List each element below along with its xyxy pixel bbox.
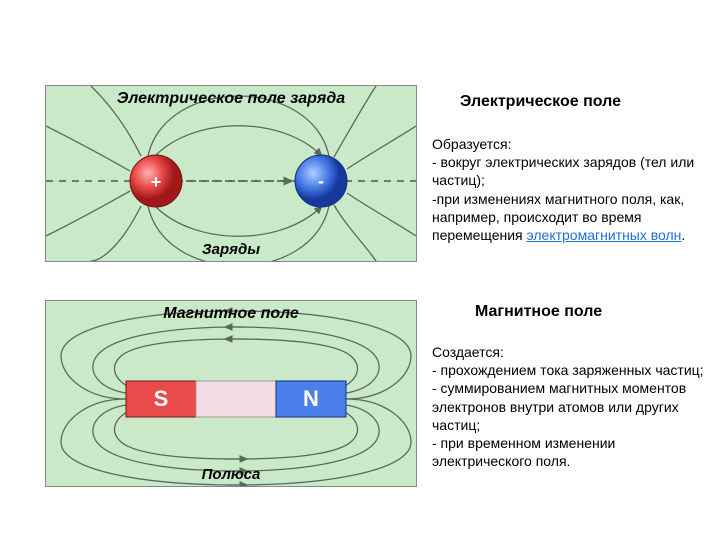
- electric-panel-sub: Заряды: [46, 241, 416, 258]
- em-waves-link[interactable]: электромагнитных волн: [527, 227, 682, 243]
- magnetic-heading: Магнитное поле: [475, 303, 635, 321]
- electric-tail: .: [681, 227, 685, 243]
- magnetic-lead: Создается:: [432, 344, 504, 360]
- magnetic-panel-title: Магнитное поле: [46, 305, 416, 323]
- neg-charge-label: -: [318, 171, 324, 191]
- mag-n-label: N: [303, 386, 319, 411]
- magnetic-panel-sub: Полюса: [46, 466, 416, 483]
- magnetic-l2: - суммированием магнитных моментов элект…: [432, 380, 686, 432]
- magnetic-l3: - при временном изменении электрического…: [432, 435, 615, 469]
- electric-l1: - вокруг электрических зарядов (тел или …: [432, 154, 694, 188]
- magnetic-body: Создается: - прохождением тока заряженны…: [432, 343, 707, 470]
- electric-lead: Образуется:: [432, 136, 511, 152]
- electric-field-svg: + -: [46, 86, 416, 261]
- electric-body: Образуется: - вокруг электрических заряд…: [432, 135, 707, 244]
- electric-field-panel: + - Электрическое поле заряда Заряды: [45, 85, 417, 262]
- mag-s-label: S: [154, 386, 169, 411]
- pos-charge-label: +: [151, 172, 162, 192]
- magnetic-l1: - прохождением тока заряженных частиц;: [432, 362, 704, 378]
- magnetic-field-svg: S N: [46, 301, 416, 486]
- electric-panel-title: Электрическое поле заряда: [46, 90, 416, 108]
- electric-heading: Электрическое поле: [460, 93, 640, 111]
- magnetic-field-panel: S N Магнитное поле Полюса: [45, 300, 417, 487]
